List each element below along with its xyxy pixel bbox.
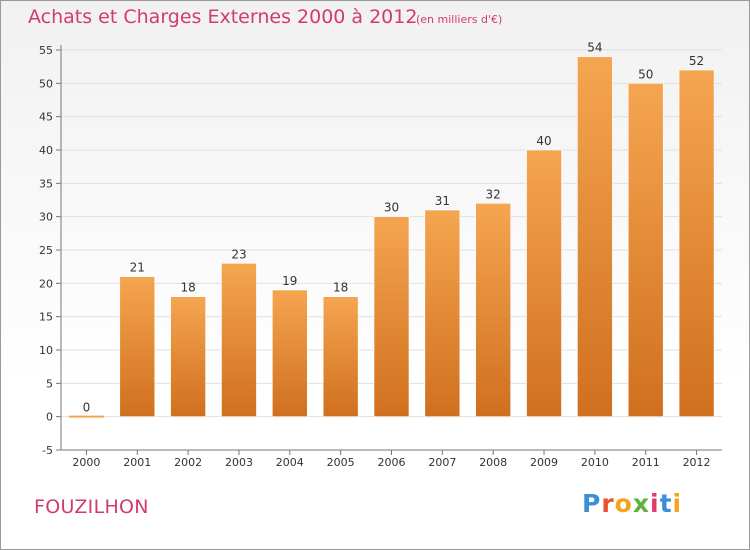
chart-title: Achats et Charges Externes 2000 à 2012 — [28, 6, 418, 28]
axes — [56, 45, 722, 455]
data-label: 23 — [231, 247, 246, 261]
y-tick-label: 5 — [46, 377, 53, 390]
y-tick-label: 35 — [39, 177, 53, 190]
data-label: 31 — [435, 194, 450, 208]
bar-2001 — [119, 276, 156, 417]
x-tick-label: 2012 — [683, 456, 711, 469]
x-tick-label: 2000 — [72, 456, 100, 469]
x-tick-label: 2009 — [530, 456, 558, 469]
data-label: 32 — [486, 187, 501, 201]
bar-2004 — [272, 289, 308, 417]
bar-2006 — [373, 216, 410, 417]
bar-2002 — [170, 296, 206, 417]
data-label: 21 — [130, 261, 145, 275]
brand-letter: i — [672, 489, 683, 518]
data-label: 18 — [180, 281, 195, 295]
bar-2010 — [577, 56, 613, 417]
x-tick-label: 2011 — [632, 456, 660, 469]
data-label: 40 — [536, 134, 551, 148]
brand-letter: o — [614, 489, 633, 518]
y-tick-label: 45 — [39, 111, 53, 124]
y-tick-label: 40 — [39, 144, 53, 157]
chart-subtitle: (en milliers d'€) — [416, 13, 503, 26]
y-tick-label: 20 — [39, 277, 53, 290]
x-tick-label: 2010 — [581, 456, 609, 469]
brand-letter: x — [632, 489, 650, 518]
bar-2003 — [221, 263, 257, 417]
bar-2007 — [424, 209, 461, 417]
brand-letter: t — [659, 489, 673, 518]
data-label: 50 — [638, 67, 653, 81]
x-tick-label: 2003 — [225, 456, 253, 469]
data-label: 0 — [83, 401, 91, 415]
y-tick-label: 10 — [39, 344, 53, 357]
x-tick-label: 2007 — [428, 456, 456, 469]
x-tick-label: 2001 — [123, 456, 151, 469]
y-tick-label: 30 — [39, 211, 53, 224]
data-label: 19 — [282, 274, 297, 288]
labels: -5 0 5 10 15 20 25 30 35 40 45 50 55 0 2000 21 2001 18 200… — [39, 41, 711, 469]
proxiti-logo[interactable]: Proxiti — [582, 489, 682, 518]
data-label: 52 — [689, 54, 704, 68]
x-tick-label: 2008 — [479, 456, 507, 469]
data-label: 18 — [333, 281, 348, 295]
commune-name: FOUZILHON — [34, 496, 149, 518]
data-label: 30 — [384, 201, 399, 215]
x-tick-label: 2005 — [327, 456, 355, 469]
bar-2012 — [678, 69, 715, 417]
y-tick-label: -5 — [42, 444, 53, 457]
bar-2011 — [627, 83, 664, 417]
brand-letter: r — [601, 489, 615, 518]
bar-2009 — [526, 149, 562, 417]
x-tick-label: 2006 — [378, 456, 406, 469]
brand-letter: i — [650, 489, 660, 518]
y-tick-label: 55 — [39, 44, 53, 57]
y-tick-label: 25 — [39, 244, 53, 257]
x-tick-label: 2004 — [276, 456, 304, 469]
x-tick-label: 2002 — [174, 456, 202, 469]
bar-2005 — [322, 296, 359, 417]
data-label: 54 — [587, 41, 602, 55]
bars — [68, 56, 715, 418]
y-tick-label: 15 — [39, 311, 53, 324]
y-tick-label: 50 — [39, 77, 53, 90]
bar-2008 — [475, 203, 511, 417]
y-tick-label: 0 — [46, 411, 53, 424]
brand-letter: P — [582, 489, 602, 518]
